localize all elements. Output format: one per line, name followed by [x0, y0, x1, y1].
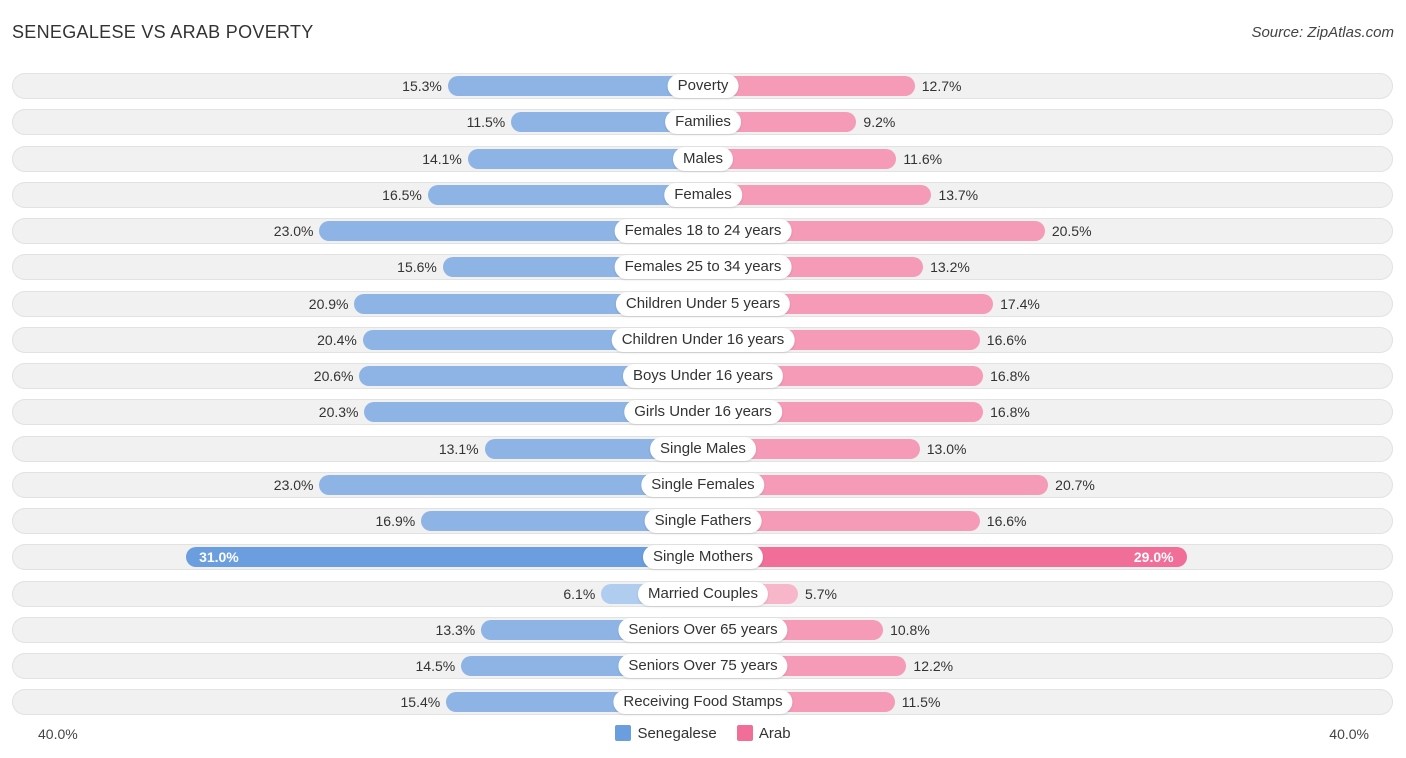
- legend-item-senegalese[interactable]: Senegalese: [615, 724, 717, 742]
- legend-swatch-arab: [736, 724, 753, 741]
- category-label-single-mothers: Single Mothers: [642, 545, 764, 570]
- category-label-boys-under-16-years: Boys Under 16 years: [622, 364, 784, 388]
- value-senegalese-families: 11.5%: [466, 114, 506, 131]
- bar-arab-poverty[interactable]: [703, 76, 915, 96]
- value-arab-single-fathers: 16.6%: [986, 513, 1027, 529]
- axis-right-label: 40.0%: [1329, 726, 1369, 742]
- category-label-females: Females: [664, 182, 742, 207]
- category-label-girls-under-16-years: Girls Under 16 years: [624, 400, 782, 425]
- chart-title: SENEGALESE VS ARAB POVERTY: [12, 22, 314, 42]
- bar-arab-single-males[interactable]: [703, 438, 920, 459]
- category-label-seniors-over-65-years: Seniors Over 65 years: [618, 617, 788, 642]
- value-arab-families: 9.2%: [863, 114, 896, 131]
- value-arab-males: 11.6%: [903, 150, 943, 167]
- bar-arab-single-females[interactable]: [703, 474, 1049, 495]
- value-senegalese-females-25-to-34-years: 15.6%: [397, 259, 437, 276]
- category-label-children-under-16-years: Children Under 16 years: [611, 327, 795, 352]
- value-arab-poverty: 12.7%: [921, 78, 962, 94]
- bar-arab-males[interactable]: [703, 148, 897, 169]
- bar-senegalese-females-18-to-24-years[interactable]: [319, 221, 703, 241]
- legend-label-senegalese: Senegalese: [637, 724, 717, 742]
- category-label-males: Males: [672, 146, 734, 171]
- category-label-single-females: Single Females: [641, 472, 765, 497]
- value-arab-females-25-to-34-years: 13.2%: [930, 259, 970, 276]
- value-senegalese-females-18-to-24-years: 23.0%: [273, 223, 314, 239]
- category-label-children-under-5-years: Children Under 5 years: [615, 291, 791, 316]
- bar-senegalese-single-females[interactable]: [319, 474, 703, 495]
- value-senegalese-males: 14.1%: [422, 150, 462, 167]
- value-arab-receiving-food-stamps: 11.5%: [901, 694, 941, 711]
- value-senegalese-children-under-16-years: 20.4%: [317, 331, 357, 348]
- value-arab-boys-under-16-years: 16.8%: [990, 368, 1030, 384]
- category-label-females-18-to-24-years: Females 18 to 24 years: [614, 219, 792, 243]
- value-arab-females: 13.7%: [938, 186, 979, 203]
- value-senegalese-boys-under-16-years: 20.6%: [313, 368, 354, 384]
- value-arab-single-males: 13.0%: [926, 440, 967, 457]
- axis-left-label: 40.0%: [38, 726, 78, 742]
- value-senegalese-single-males: 13.1%: [438, 440, 479, 457]
- bar-arab-families[interactable]: [703, 112, 857, 133]
- value-senegalese-children-under-5-years: 20.9%: [308, 295, 349, 312]
- category-label-families: Families: [665, 110, 741, 135]
- value-senegalese-receiving-food-stamps: 15.4%: [400, 694, 441, 711]
- value-senegalese-single-fathers: 16.9%: [375, 513, 416, 529]
- value-arab-seniors-over-75-years: 12.2%: [913, 658, 954, 674]
- bar-senegalese-children-under-5-years[interactable]: [354, 293, 703, 314]
- category-label-single-fathers: Single Fathers: [644, 509, 762, 533]
- category-label-single-males: Single Males: [650, 436, 756, 461]
- value-senegalese-seniors-over-65-years: 13.3%: [435, 621, 476, 638]
- value-arab-girls-under-16-years: 16.8%: [990, 404, 1030, 421]
- bar-senegalese-single-males[interactable]: [484, 438, 703, 459]
- value-arab-females-18-to-24-years: 20.5%: [1051, 223, 1092, 239]
- bar-senegalese-single-mothers[interactable]: [186, 547, 703, 568]
- category-label-married-couples: Married Couples: [637, 581, 769, 606]
- legend-item-arab[interactable]: Arab: [736, 724, 791, 742]
- value-arab-seniors-over-65-years: 10.8%: [890, 621, 930, 638]
- legend-label-arab: Arab: [758, 724, 791, 742]
- value-senegalese-girls-under-16-years: 20.3%: [318, 404, 359, 421]
- category-label-receiving-food-stamps: Receiving Food Stamps: [613, 690, 793, 715]
- value-arab-single-mothers: 29.0%: [1133, 549, 1174, 566]
- bar-arab-single-mothers[interactable]: [703, 547, 1187, 568]
- bar-senegalese-boys-under-16-years[interactable]: [359, 366, 703, 386]
- legend: Senegalese Arab: [0, 724, 1406, 744]
- bar-arab-females[interactable]: [703, 184, 932, 205]
- bar-senegalese-poverty[interactable]: [447, 76, 703, 96]
- bar-arab-single-fathers[interactable]: [703, 511, 980, 531]
- value-senegalese-poverty: 15.3%: [402, 78, 442, 94]
- value-senegalese-seniors-over-75-years: 14.5%: [415, 658, 456, 674]
- value-arab-children-under-5-years: 17.4%: [1000, 295, 1040, 312]
- bar-senegalese-single-fathers[interactable]: [421, 511, 703, 531]
- bar-senegalese-girls-under-16-years[interactable]: [364, 402, 703, 423]
- value-senegalese-single-mothers: 31.0%: [199, 549, 239, 566]
- bar-senegalese-females[interactable]: [427, 184, 703, 205]
- value-arab-children-under-16-years: 16.6%: [986, 331, 1027, 348]
- value-senegalese-married-couples: 6.1%: [563, 585, 596, 602]
- source-label: Source: ZipAtlas.com: [1251, 24, 1394, 41]
- value-senegalese-single-females: 23.0%: [273, 476, 314, 493]
- legend-swatch-senegalese: [615, 724, 632, 741]
- value-senegalese-females: 16.5%: [382, 186, 422, 203]
- category-label-females-25-to-34-years: Females 25 to 34 years: [614, 255, 792, 280]
- bar-senegalese-males[interactable]: [467, 148, 703, 169]
- value-arab-single-females: 20.7%: [1055, 476, 1095, 493]
- bar-senegalese-families[interactable]: [511, 112, 703, 133]
- category-label-seniors-over-75-years: Seniors Over 75 years: [618, 654, 788, 678]
- category-label-poverty: Poverty: [667, 74, 739, 98]
- value-arab-married-couples: 5.7%: [805, 585, 837, 602]
